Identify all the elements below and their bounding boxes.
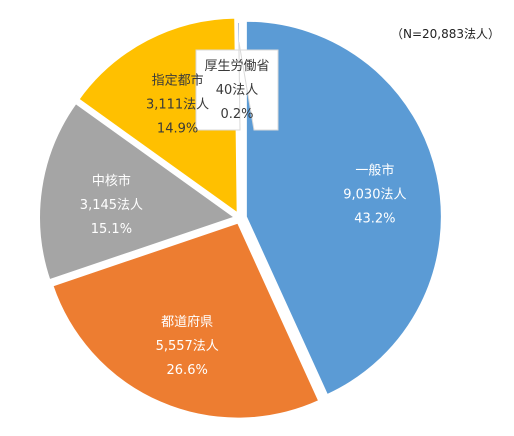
pie-slice-prefecture xyxy=(51,221,321,420)
slice-label-general-city-count: 9,030法人 xyxy=(343,188,406,203)
slice-label-core-city-percent: 15.1% xyxy=(91,222,132,237)
slice-label-prefecture-count: 5,557法人 xyxy=(156,339,219,354)
callout-box-mhlw xyxy=(195,41,279,131)
slice-label-general-city-name: 一般市 xyxy=(355,163,394,179)
slice-label-designated-city-count: 3,111法人 xyxy=(146,97,209,112)
slice-label-general-city-percent: 43.2% xyxy=(354,212,395,227)
slice-label-prefecture-percent: 26.6% xyxy=(167,363,208,378)
pie-slice-general-city xyxy=(244,19,443,397)
slice-label-core-city-name: 中核市 xyxy=(92,173,131,189)
slice-label-core-city-count: 3,145法人 xyxy=(80,198,143,213)
slice-label-mhlw-name: 厚生労働省 xyxy=(204,59,269,74)
slice-label-prefecture-name: 都道府県 xyxy=(161,315,213,330)
sample-size-note: （N=20,883法人） xyxy=(390,27,500,41)
slice-label-designated-city-percent: 14.9% xyxy=(157,121,198,136)
pie-slice-core-city xyxy=(38,101,238,282)
slice-label-designated-city-name: 指定都市 xyxy=(152,72,204,88)
slice-label-mhlw-count: 40法人 xyxy=(216,83,259,98)
slice-label-mhlw-percent: 0.2% xyxy=(220,107,253,122)
